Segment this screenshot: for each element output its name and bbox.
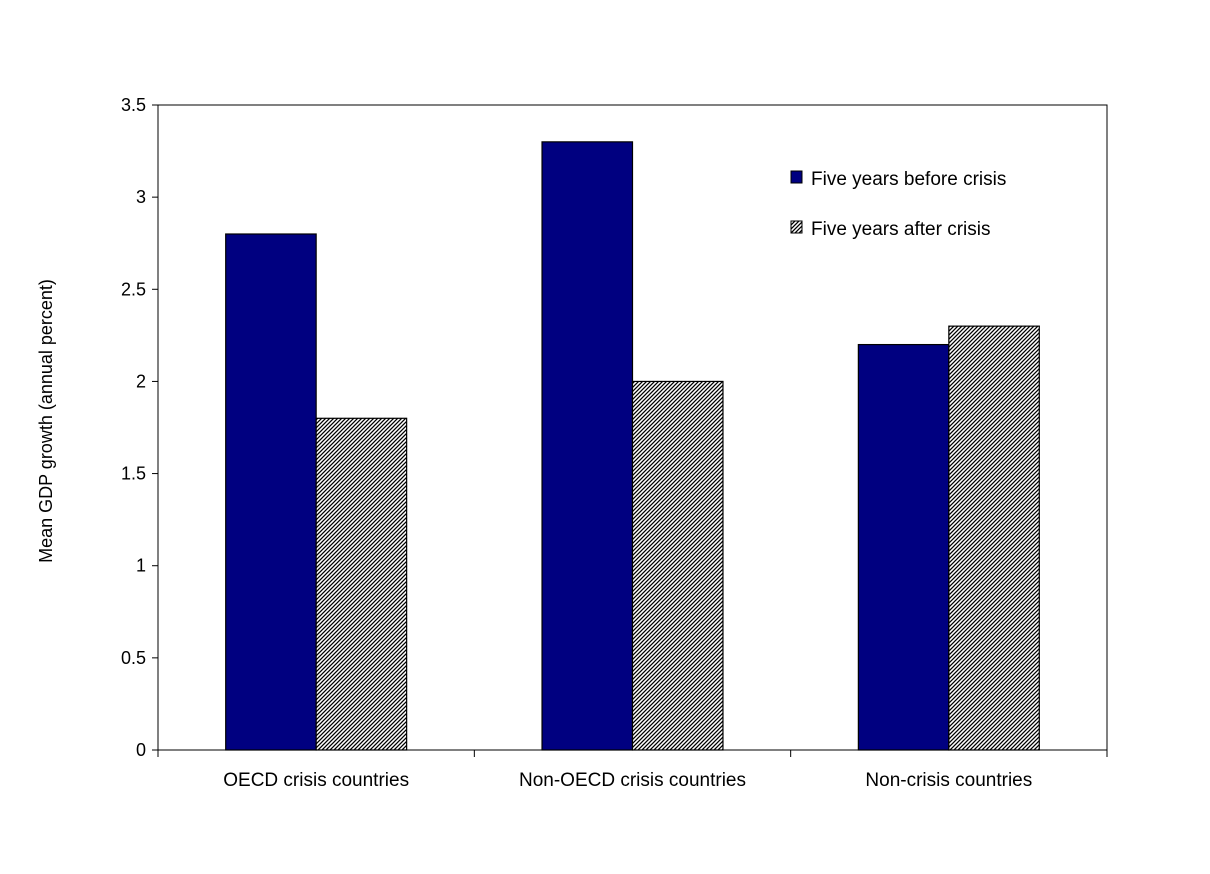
y-tick-label: 1	[136, 556, 146, 576]
bar-before-3	[857, 343, 950, 751]
legend-swatch	[790, 220, 803, 234]
y-tick-label: 3	[136, 187, 146, 207]
y-tick-label: 0	[136, 740, 146, 760]
bar-after-2	[631, 380, 724, 751]
bar-after-3	[948, 325, 1040, 751]
y-tick-label: 1.5	[121, 464, 146, 484]
y-tick-label: 0.5	[121, 648, 146, 668]
y-tick-label: 2.5	[121, 279, 146, 299]
bar-after-1	[315, 417, 408, 751]
x-category-label: OECD crisis countries	[223, 770, 409, 791]
x-category-label: Non-OECD crisis countries	[519, 770, 746, 791]
y-tick-label: 3.5	[121, 95, 146, 115]
y-tick-label: 2	[136, 371, 146, 391]
bars	[225, 141, 1040, 751]
legend-label: Five years after crisis	[811, 219, 990, 240]
y-axis: 0 0.5 1 1.5 2 2.5 3 3.5	[121, 95, 158, 760]
x-axis: OECD crisis countries Non-OECD crisis cou…	[157, 750, 1108, 791]
bar-before-2	[541, 141, 634, 751]
legend: Five years before crisis Five years after…	[790, 169, 1006, 240]
x-category-label: Non-crisis countries	[865, 770, 1032, 791]
y-axis-title: Mean GDP growth (annual percent)	[36, 279, 56, 563]
bar-before-1	[225, 233, 317, 751]
legend-label: Five years before crisis	[811, 169, 1006, 190]
legend-swatch	[790, 170, 803, 184]
